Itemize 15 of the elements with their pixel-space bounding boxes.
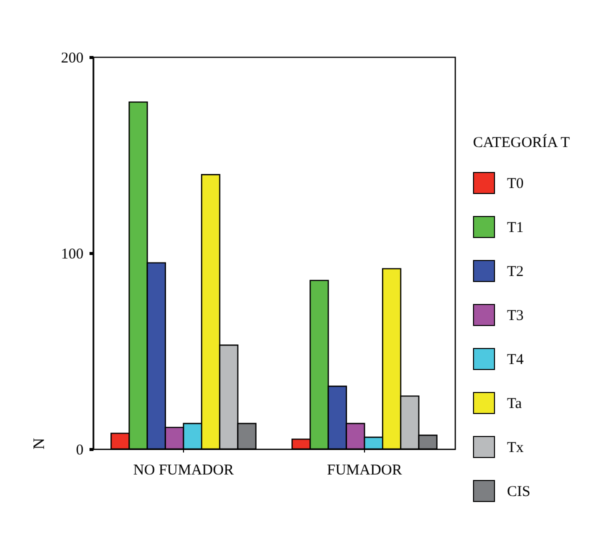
legend-label: T2 — [507, 264, 524, 280]
x-tick-label: FUMADOR — [326, 462, 402, 478]
legend-label: T4 — [507, 352, 524, 368]
legend-label: T3 — [507, 308, 524, 324]
y-axis-title: N — [31, 438, 48, 450]
y-tick-label: 0 — [76, 442, 84, 458]
legend-title: CATEGORÍA T — [473, 134, 570, 151]
y-tick-label: 200 — [61, 50, 84, 66]
legend-label: T1 — [507, 220, 524, 236]
legend-label: CIS — [507, 484, 530, 500]
y-tick-label: 100 — [61, 246, 84, 262]
legend-label: T0 — [507, 176, 524, 192]
legend-label: Tx — [507, 440, 524, 456]
x-tick-label: NO FUMADOR — [133, 462, 234, 478]
legend-label: Ta — [507, 396, 522, 412]
